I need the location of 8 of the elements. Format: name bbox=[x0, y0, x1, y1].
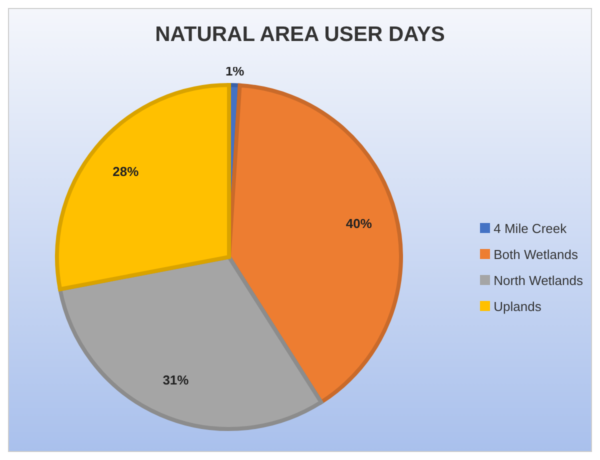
slice-label: Both Wetlands bbox=[494, 246, 578, 262]
data-label: 28% bbox=[112, 164, 140, 179]
legend-label: North Wetlands bbox=[494, 272, 583, 288]
legend-label: 4 Mile Creek bbox=[494, 220, 567, 236]
data-label: 31% bbox=[162, 372, 190, 388]
legend-label: Uplands bbox=[494, 298, 542, 314]
data-label: 40% bbox=[346, 216, 372, 232]
chart-title: NATURAL AREA USER DAYS bbox=[155, 23, 445, 46]
